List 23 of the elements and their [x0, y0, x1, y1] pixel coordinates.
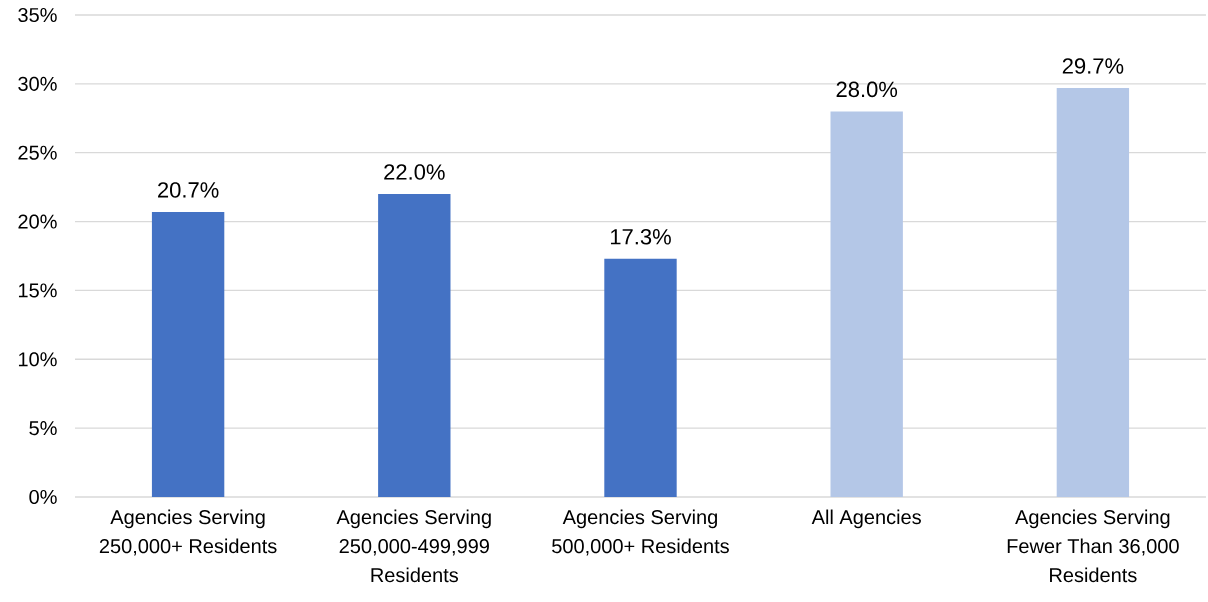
bar — [151, 211, 225, 497]
data-label: 29.7% — [1062, 58, 1124, 74]
bar — [1056, 87, 1130, 497]
data-label: 20.7% — [158, 182, 219, 198]
bar — [378, 194, 451, 497]
bar — [604, 258, 677, 497]
x-tick-label: Agencies Serving 250,000-499,999 Residents — [336, 509, 491, 583]
y-tick-label: 20% — [18, 214, 57, 229]
y-tick-label: 0% — [29, 489, 57, 505]
y-tick-label: 35% — [18, 7, 57, 23]
data-label: 17.3% — [610, 228, 671, 245]
y-tick-label: 30% — [18, 76, 57, 91]
x-tick-label: Agencies Serving 250,000+ Residents — [99, 509, 277, 556]
y-tick-label: 10% — [18, 352, 57, 367]
x-tick-label: Agencies Serving Fewer Than 36,000 Residents — [1007, 509, 1179, 583]
data-label: 28.0% — [836, 81, 898, 98]
y-tick-label: 5% — [29, 421, 57, 436]
x-tick-label: Agencies Serving 500,000+ Residents — [552, 509, 729, 556]
bar — [830, 111, 903, 497]
x-tick-label: All Agencies — [811, 509, 921, 529]
y-tick-label: 25% — [18, 145, 57, 160]
data-label: 22.0% — [384, 164, 445, 180]
y-tick-label: 15% — [18, 283, 57, 298]
